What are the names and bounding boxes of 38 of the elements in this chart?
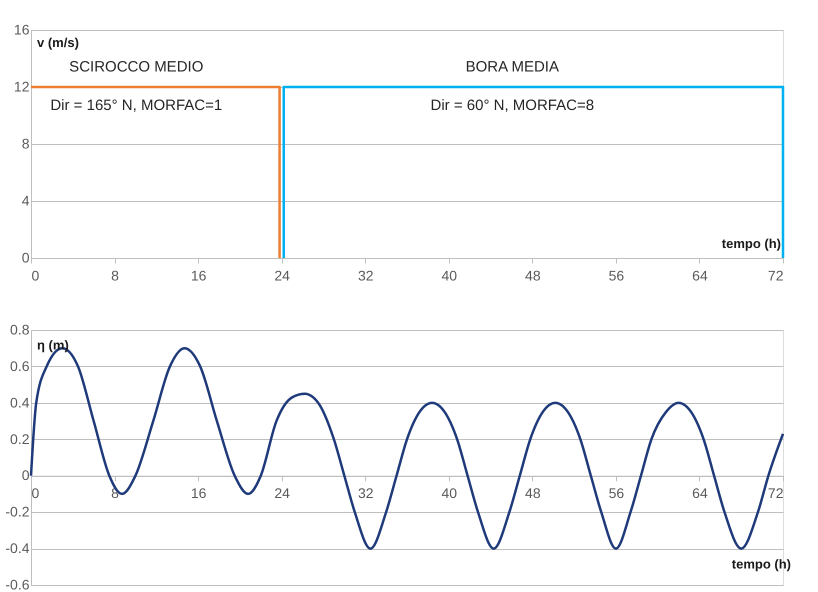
x-axis-title: tempo (h): [732, 556, 791, 572]
x-tick-label: 40: [441, 485, 458, 502]
x-tick-label: 64: [692, 485, 708, 502]
x-tick-label: 16: [190, 268, 207, 284]
y-tick-label: 0.4: [10, 394, 30, 410]
x-tick-label: 72: [768, 485, 784, 502]
y-tick-label: 0.2: [10, 430, 30, 447]
y-tick-label: 8: [22, 136, 30, 152]
x-tick-label: 24: [274, 485, 290, 502]
x-axis-title: tempo (h): [722, 236, 781, 251]
y-tick-label: 0.8: [10, 322, 30, 338]
y-axis-title: η (m): [37, 337, 69, 352]
y-tick-label: -0.4: [5, 540, 30, 556]
y-tick-label: 0: [22, 467, 30, 484]
x-tick-label: 32: [358, 485, 374, 502]
x-tick-label: 24: [274, 268, 290, 284]
annotation: BORA MEDIA: [466, 58, 559, 76]
x-tick-label: 56: [608, 485, 624, 502]
x-tick-label: 64: [692, 268, 708, 284]
y-tick-label: 16: [14, 22, 30, 38]
y-axis-title: v (m/s): [37, 35, 79, 50]
y-tick-label: -0.2: [5, 504, 30, 520]
y-tick-label: 0.6: [10, 358, 30, 374]
x-tick-label: 72: [768, 268, 784, 284]
x-tick-label: 48: [525, 268, 541, 284]
y-tick-label: 12: [14, 78, 30, 94]
x-tick-label: 48: [525, 485, 541, 502]
y-tick-label: 4: [22, 192, 30, 208]
x-tick-label: 40: [441, 268, 458, 284]
annotation: SCIROCCO MEDIO: [69, 58, 204, 76]
y-tick-label: 0: [22, 250, 30, 266]
annotation: Dir = 165° N, MORFAC=1: [50, 97, 222, 114]
x-tick-label: 56: [608, 268, 624, 284]
y-tick-label: -0.6: [5, 576, 30, 592]
annotation: Dir = 60° N, MORFAC=8: [430, 97, 594, 114]
x-tick-label: 16: [190, 485, 207, 502]
x-tick-label: 32: [358, 268, 374, 284]
x-tick-label: 8: [111, 268, 120, 284]
